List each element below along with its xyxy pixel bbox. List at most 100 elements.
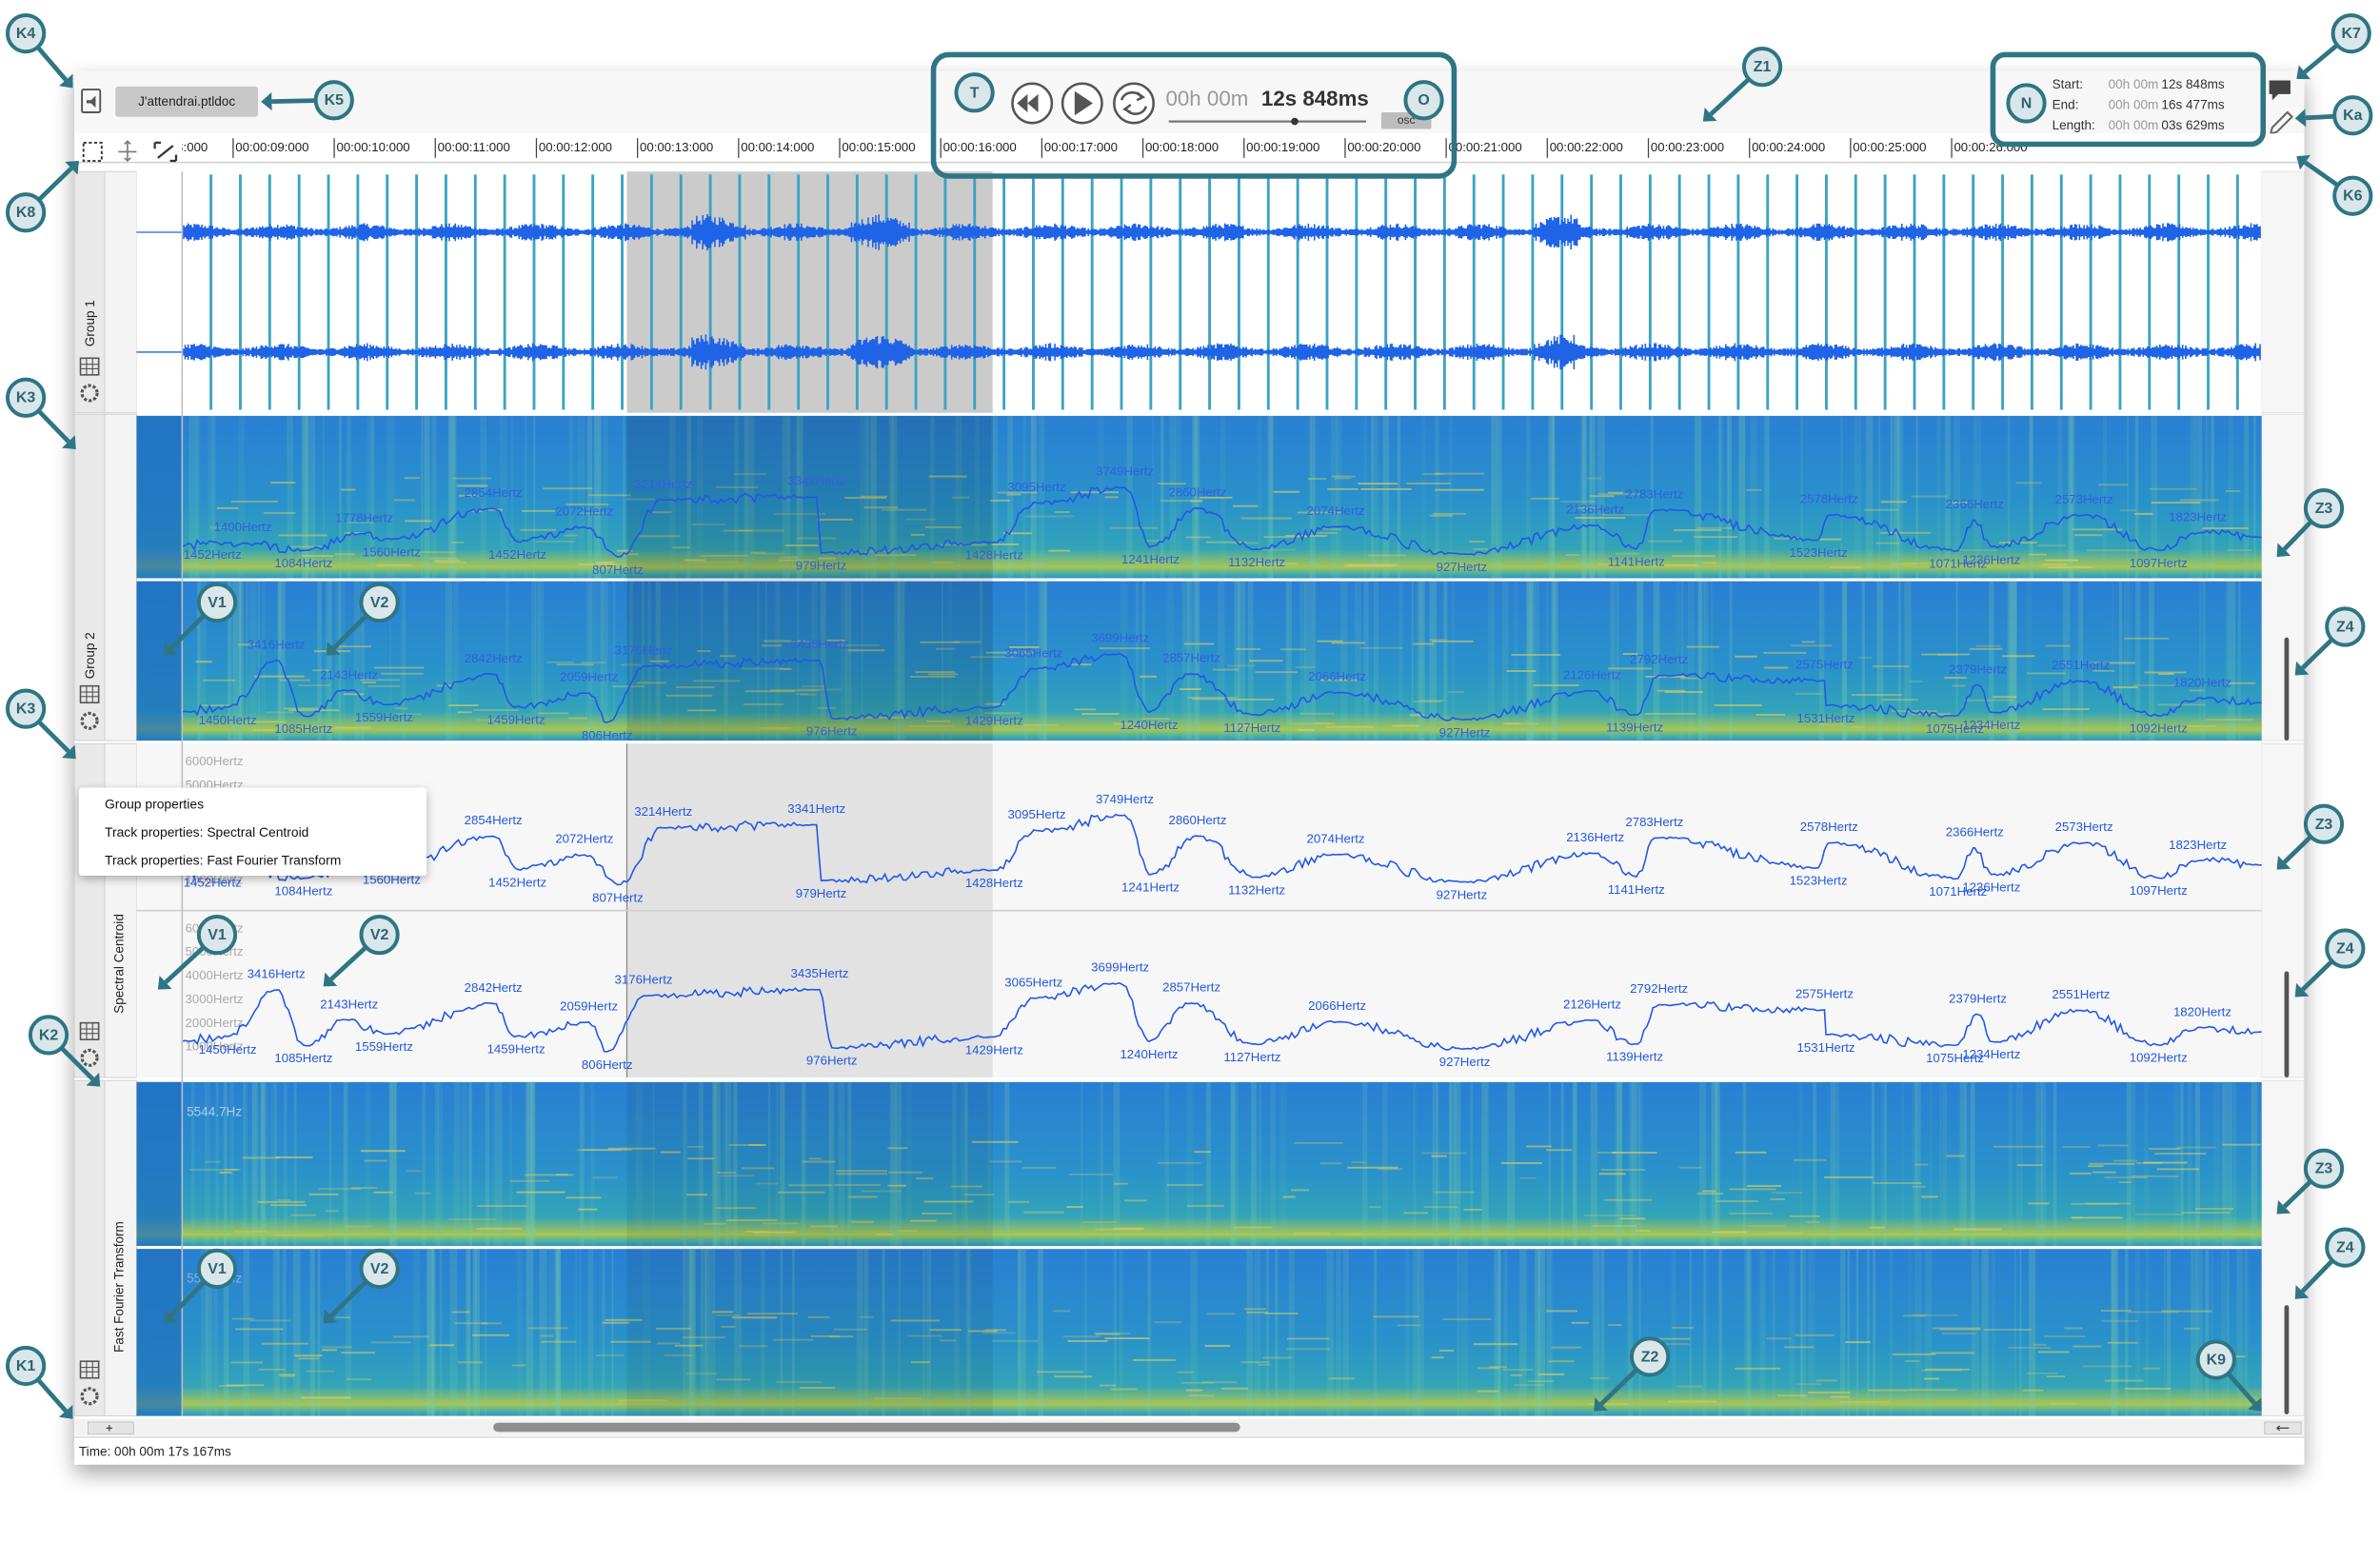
- spectrogram-harmonic: [1795, 693, 1824, 695]
- spectrogram-band: [1449, 415, 1453, 579]
- spectrogram-band: [1354, 581, 1361, 741]
- horizontal-scroll-thumb[interactable]: [493, 1422, 1240, 1432]
- track-name[interactable]: Group 1: [83, 300, 97, 346]
- spectrogram-harmonic: [1831, 1395, 1850, 1398]
- spectrogram-band: [2253, 415, 2256, 579]
- spectrogram-harmonic: [1187, 1204, 1225, 1207]
- spectrogram-harmonic: [810, 1225, 839, 1228]
- spectrogram-harmonic: [752, 1231, 796, 1234]
- spectrogram-band: [1689, 1249, 1693, 1416]
- trough-label: 1132Hertz: [1228, 882, 1285, 897]
- grid-icon[interactable]: [79, 684, 100, 704]
- spectrogram-band: [389, 581, 391, 741]
- track-name[interactable]: Fast Fourier Transform: [112, 1221, 127, 1353]
- grid-icon-lines: [80, 358, 99, 375]
- spectrogram-band: [1254, 1249, 1261, 1416]
- menu-item[interactable]: Track properties: Spectral Centroid: [105, 824, 308, 840]
- grid-icon[interactable]: [79, 1360, 100, 1379]
- spectrogram-harmonic: [1891, 710, 1937, 713]
- vertical-scroll-thumb[interactable]: [2284, 971, 2290, 1078]
- spectrogram-harmonic: [1421, 1152, 1467, 1155]
- spectrogram-band: [2212, 1081, 2220, 1247]
- spectrogram-band: [744, 415, 748, 579]
- settings-icon[interactable]: [80, 1048, 99, 1067]
- file-button[interactable]: [115, 86, 259, 117]
- spectrogram-harmonic: [1295, 666, 1316, 669]
- spectrogram-harmonic: [1679, 1166, 1703, 1169]
- settings-icon[interactable]: [80, 384, 99, 403]
- spectrogram-harmonic: [847, 1195, 878, 1198]
- spectrogram-harmonic: [1448, 691, 1464, 694]
- spectrogram-harmonic: [2131, 1175, 2179, 1177]
- spectrogram-harmonic: [887, 1184, 906, 1187]
- spectrogram-harmonic: [578, 1208, 598, 1211]
- spectrogram-harmonic: [1095, 1228, 1143, 1231]
- trough-label: 1240Hertz: [1120, 718, 1178, 732]
- spectrogram-harmonic: [990, 499, 1010, 502]
- spectrogram-band: [1024, 581, 1028, 741]
- menu-item[interactable]: Group properties: [105, 797, 204, 812]
- spectrogram-band: [2035, 1081, 2043, 1247]
- spectrogram-harmonic: [684, 559, 705, 562]
- spectrogram-band: [1855, 1249, 1859, 1416]
- spectrogram-harmonic: [298, 1357, 320, 1360]
- spectrogram-band: [538, 581, 545, 741]
- spectrogram-band: [188, 415, 194, 579]
- transport-button[interactable]: [1113, 82, 1156, 125]
- spectrogram-band: [1164, 1081, 1169, 1247]
- spectrogram-harmonic: [1645, 1337, 1691, 1340]
- menu-item[interactable]: Track properties: Fast Fourier Transform: [105, 853, 341, 868]
- spectrogram-harmonic: [1221, 1387, 1248, 1390]
- spectrogram-band: [1299, 581, 1306, 741]
- selection-tool[interactable]: [82, 141, 103, 162]
- spectrogram-band: [1799, 1081, 1803, 1247]
- position-knob[interactable]: [1291, 117, 1299, 126]
- spectrogram-band: [652, 1081, 655, 1247]
- callout-badge: [1403, 80, 1444, 121]
- spectrogram-band: [882, 1249, 885, 1416]
- vertical-scroll-thumb[interactable]: [2284, 637, 2290, 741]
- spectrogram-band: [1703, 1249, 1707, 1416]
- selection-sms: 16s 477ms: [2161, 97, 2224, 111]
- grid-icon[interactable]: [79, 1021, 100, 1040]
- spectrogram-harmonic: [2118, 1181, 2132, 1184]
- vertical-scroll-thumb[interactable]: [2284, 1305, 2290, 1414]
- zoom-tool[interactable]: [153, 141, 178, 163]
- spectrogram-band: [1190, 1249, 1198, 1416]
- move-tool[interactable]: [118, 140, 137, 163]
- spectrogram-harmonic: [1423, 1206, 1458, 1209]
- centroid-axis-label: 4000Hertz: [186, 968, 244, 982]
- spectrogram-harmonic: [1656, 689, 1685, 692]
- spectrogram-band: [861, 581, 863, 741]
- spectrogram-harmonic: [2143, 1367, 2160, 1370]
- pen-icon[interactable]: [2269, 110, 2293, 135]
- settings-icon[interactable]: [80, 711, 99, 730]
- track-name[interactable]: Spectral Centroid: [112, 914, 127, 1014]
- callout-arrow: [59, 1046, 95, 1081]
- spectrogram-band: [1959, 1081, 1968, 1247]
- spectrogram-band: [2127, 415, 2129, 579]
- spectrogram-harmonic: [1774, 537, 1801, 540]
- spectrogram-harmonic: [1234, 724, 1262, 727]
- spectrogram-band: [2009, 581, 2016, 741]
- spectrogram-band: [859, 1249, 864, 1416]
- selection-sms: 03s 629ms: [2161, 118, 2224, 132]
- spectrogram-band: [317, 1249, 321, 1416]
- document-icon[interactable]: [81, 89, 102, 113]
- spectrogram-band: [1908, 1249, 1913, 1416]
- spectrogram-harmonic: [1442, 1318, 1492, 1320]
- fft-axis-label: 5544.7Hz: [187, 1104, 242, 1118]
- peak-label: 2366Hertz: [1946, 824, 2004, 839]
- spectrogram-harmonic: [1113, 1227, 1145, 1230]
- spectrogram-harmonic: [1817, 538, 1841, 541]
- grid-icon[interactable]: [79, 357, 100, 376]
- peak-label: 3341Hertz: [787, 474, 845, 488]
- spectrogram-band: [1362, 1081, 1368, 1247]
- settings-icon[interactable]: [80, 1387, 99, 1406]
- annotation-icon[interactable]: [2269, 80, 2291, 101]
- peak-label: 1823Hertz: [2169, 838, 2227, 852]
- spectrogram-band: [1518, 1249, 1527, 1416]
- track-name[interactable]: Group 2: [83, 632, 97, 679]
- callout-arrowhead: [62, 744, 76, 760]
- spectrogram-band: [955, 415, 962, 579]
